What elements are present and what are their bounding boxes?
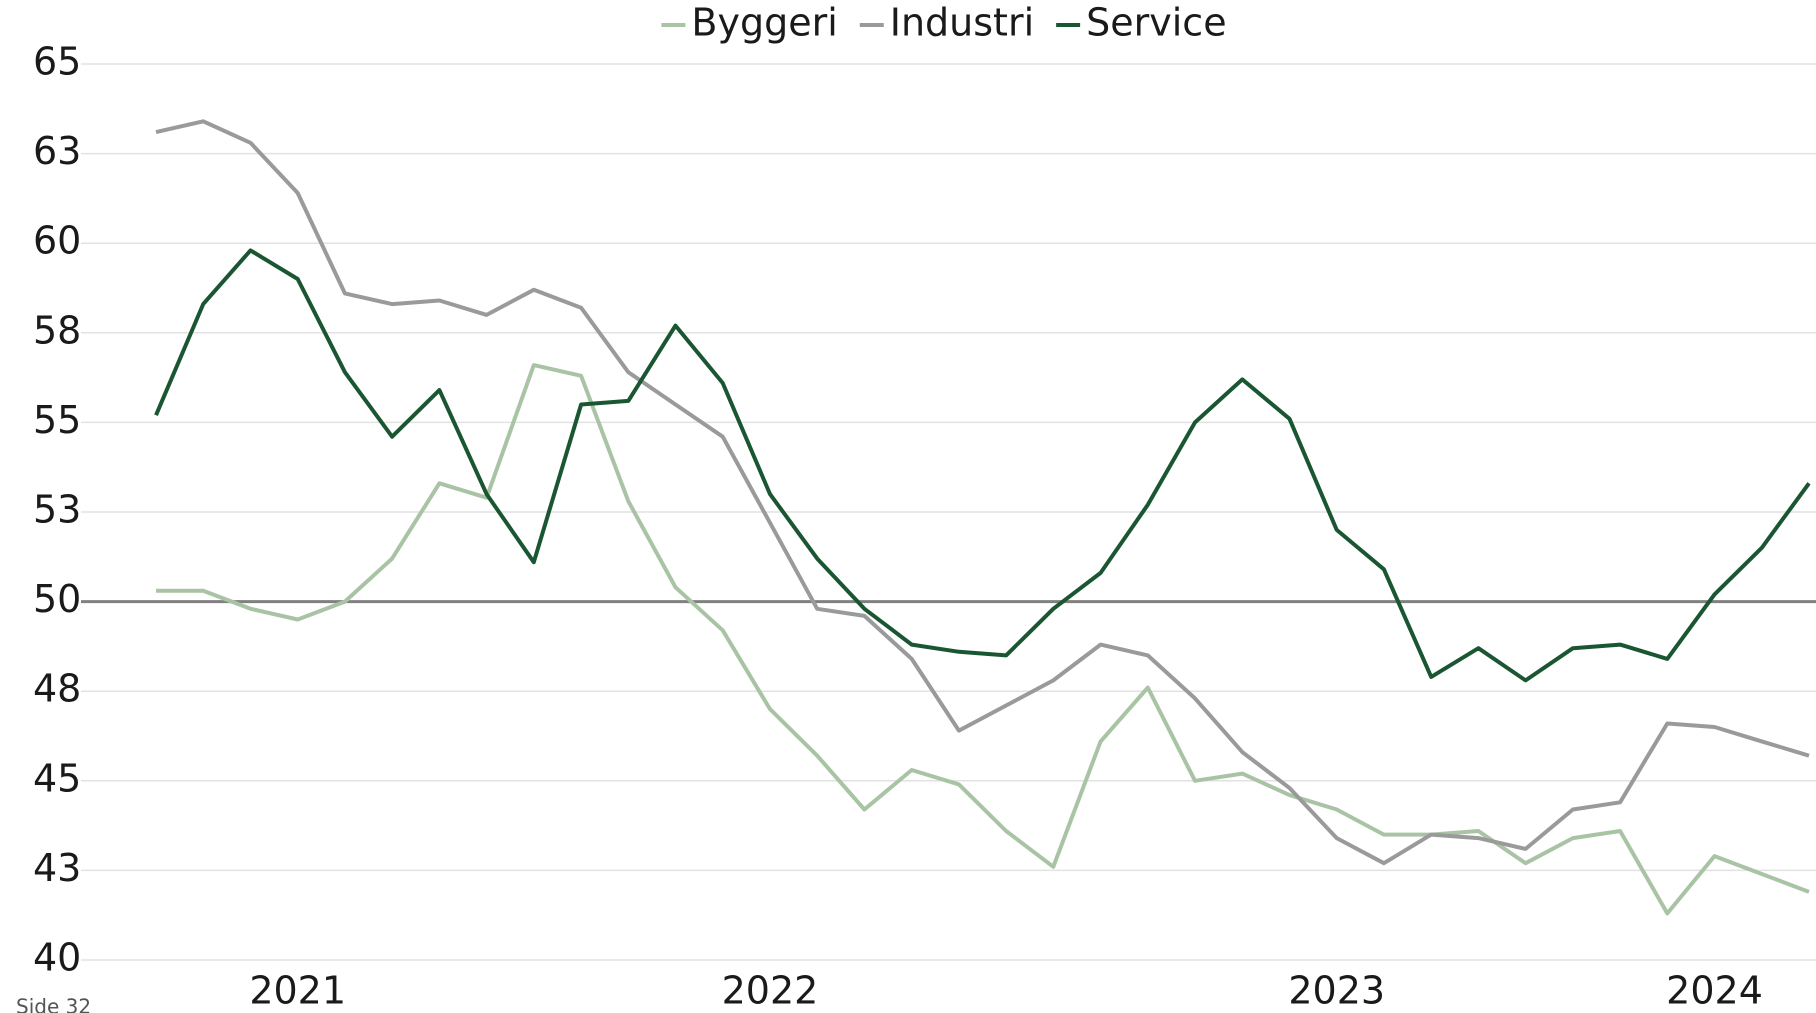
x-tick-label: 2022 bbox=[722, 969, 819, 1013]
footnote: Side 32 bbox=[16, 995, 91, 1013]
y-tick-label: 45 bbox=[33, 756, 81, 800]
legend: Byggeri Industri Service bbox=[661, 1, 1227, 45]
legend-label: Industri bbox=[890, 1, 1034, 45]
y-tick-label: 63 bbox=[33, 129, 81, 173]
y-tick-label: 60 bbox=[33, 219, 81, 263]
y-tick-label: 58 bbox=[33, 308, 81, 352]
y-tick-label: 53 bbox=[33, 488, 81, 532]
legend-label: Service bbox=[1086, 1, 1226, 45]
series-line bbox=[154, 248, 1811, 683]
y-tick-label: 43 bbox=[33, 846, 81, 890]
series-line bbox=[155, 119, 1810, 866]
x-tick-label: 2024 bbox=[1666, 969, 1763, 1013]
y-tick-label: 50 bbox=[33, 577, 81, 621]
y-tick-label: 65 bbox=[33, 40, 81, 84]
x-tick-label: 2023 bbox=[1288, 969, 1385, 1013]
y-tick-label: 55 bbox=[33, 398, 81, 442]
x-tick-label: 2021 bbox=[249, 969, 346, 1013]
y-tick-label: 40 bbox=[33, 936, 81, 980]
grid: 40 43 45 48 50 53 55 58 60 63 65 2021 2022 2023 2024 bbox=[33, 40, 1816, 1013]
lines bbox=[154, 119, 1811, 916]
legend-label: Byggeri bbox=[691, 1, 837, 45]
y-tick-label: 48 bbox=[33, 667, 81, 711]
series-line bbox=[156, 363, 1810, 916]
